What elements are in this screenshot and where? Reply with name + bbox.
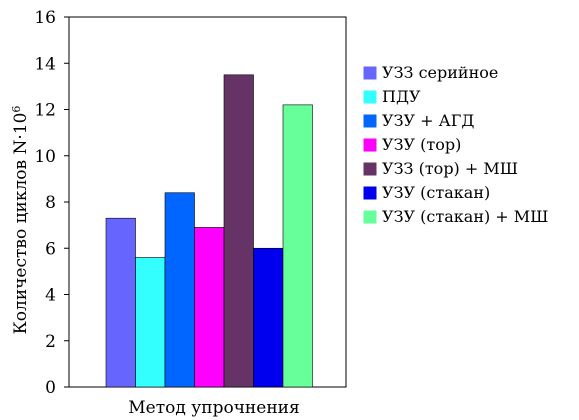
legend: УЗЗ серийное ПДУ УЗУ + АГД УЗУ (тор) УЗЗ (то…: [363, 63, 548, 226]
y-axis-label: Количество циклов N·106: [10, 106, 32, 335]
y-tick-label: 2: [45, 332, 56, 352]
y-tick-label: 6: [45, 239, 56, 259]
bar: [282, 104, 313, 388]
y-tick-label: 14: [34, 54, 56, 74]
y-tick-label: 0: [45, 378, 56, 398]
bar: [164, 192, 195, 388]
legend-label: УЗЗ (тор) + МШ: [382, 159, 518, 178]
bar: [194, 227, 225, 388]
y-tick-label: 4: [45, 286, 56, 306]
bar: [105, 217, 136, 388]
y-tick-label: 12: [34, 101, 56, 121]
legend-swatch: [363, 66, 377, 80]
legend-swatch: [363, 90, 377, 104]
y-tick-label: 16: [34, 8, 56, 28]
legend-label: ПДУ: [382, 87, 421, 106]
bar: [135, 257, 166, 388]
legend-label: УЗУ + АГД: [382, 111, 474, 130]
legend-label: УЗУ (тор): [382, 135, 461, 154]
bars: [105, 74, 313, 388]
y-axis-ticks: 0 2 4 6 8 10 12 14 16: [34, 8, 69, 398]
legend-label: УЗУ (стакан) + МШ: [382, 207, 548, 226]
y-axis-label-exponent: 6: [10, 106, 23, 113]
legend-label: УЗУ (стакан): [382, 183, 490, 202]
legend-swatch: [363, 210, 377, 224]
legend-swatch: [363, 162, 377, 176]
y-tick-label: 8: [45, 193, 56, 213]
legend-swatch: [363, 186, 377, 200]
legend-swatch: [363, 114, 377, 128]
legend-swatch: [363, 138, 377, 152]
x-axis-label: Метод упрочнения: [128, 398, 299, 418]
bar: [253, 247, 284, 388]
legend-label: УЗЗ серийное: [382, 63, 498, 82]
y-tick-label: 10: [34, 147, 56, 167]
bar: [223, 74, 254, 388]
y-axis-label-main: Количество циклов N·10: [11, 113, 31, 335]
